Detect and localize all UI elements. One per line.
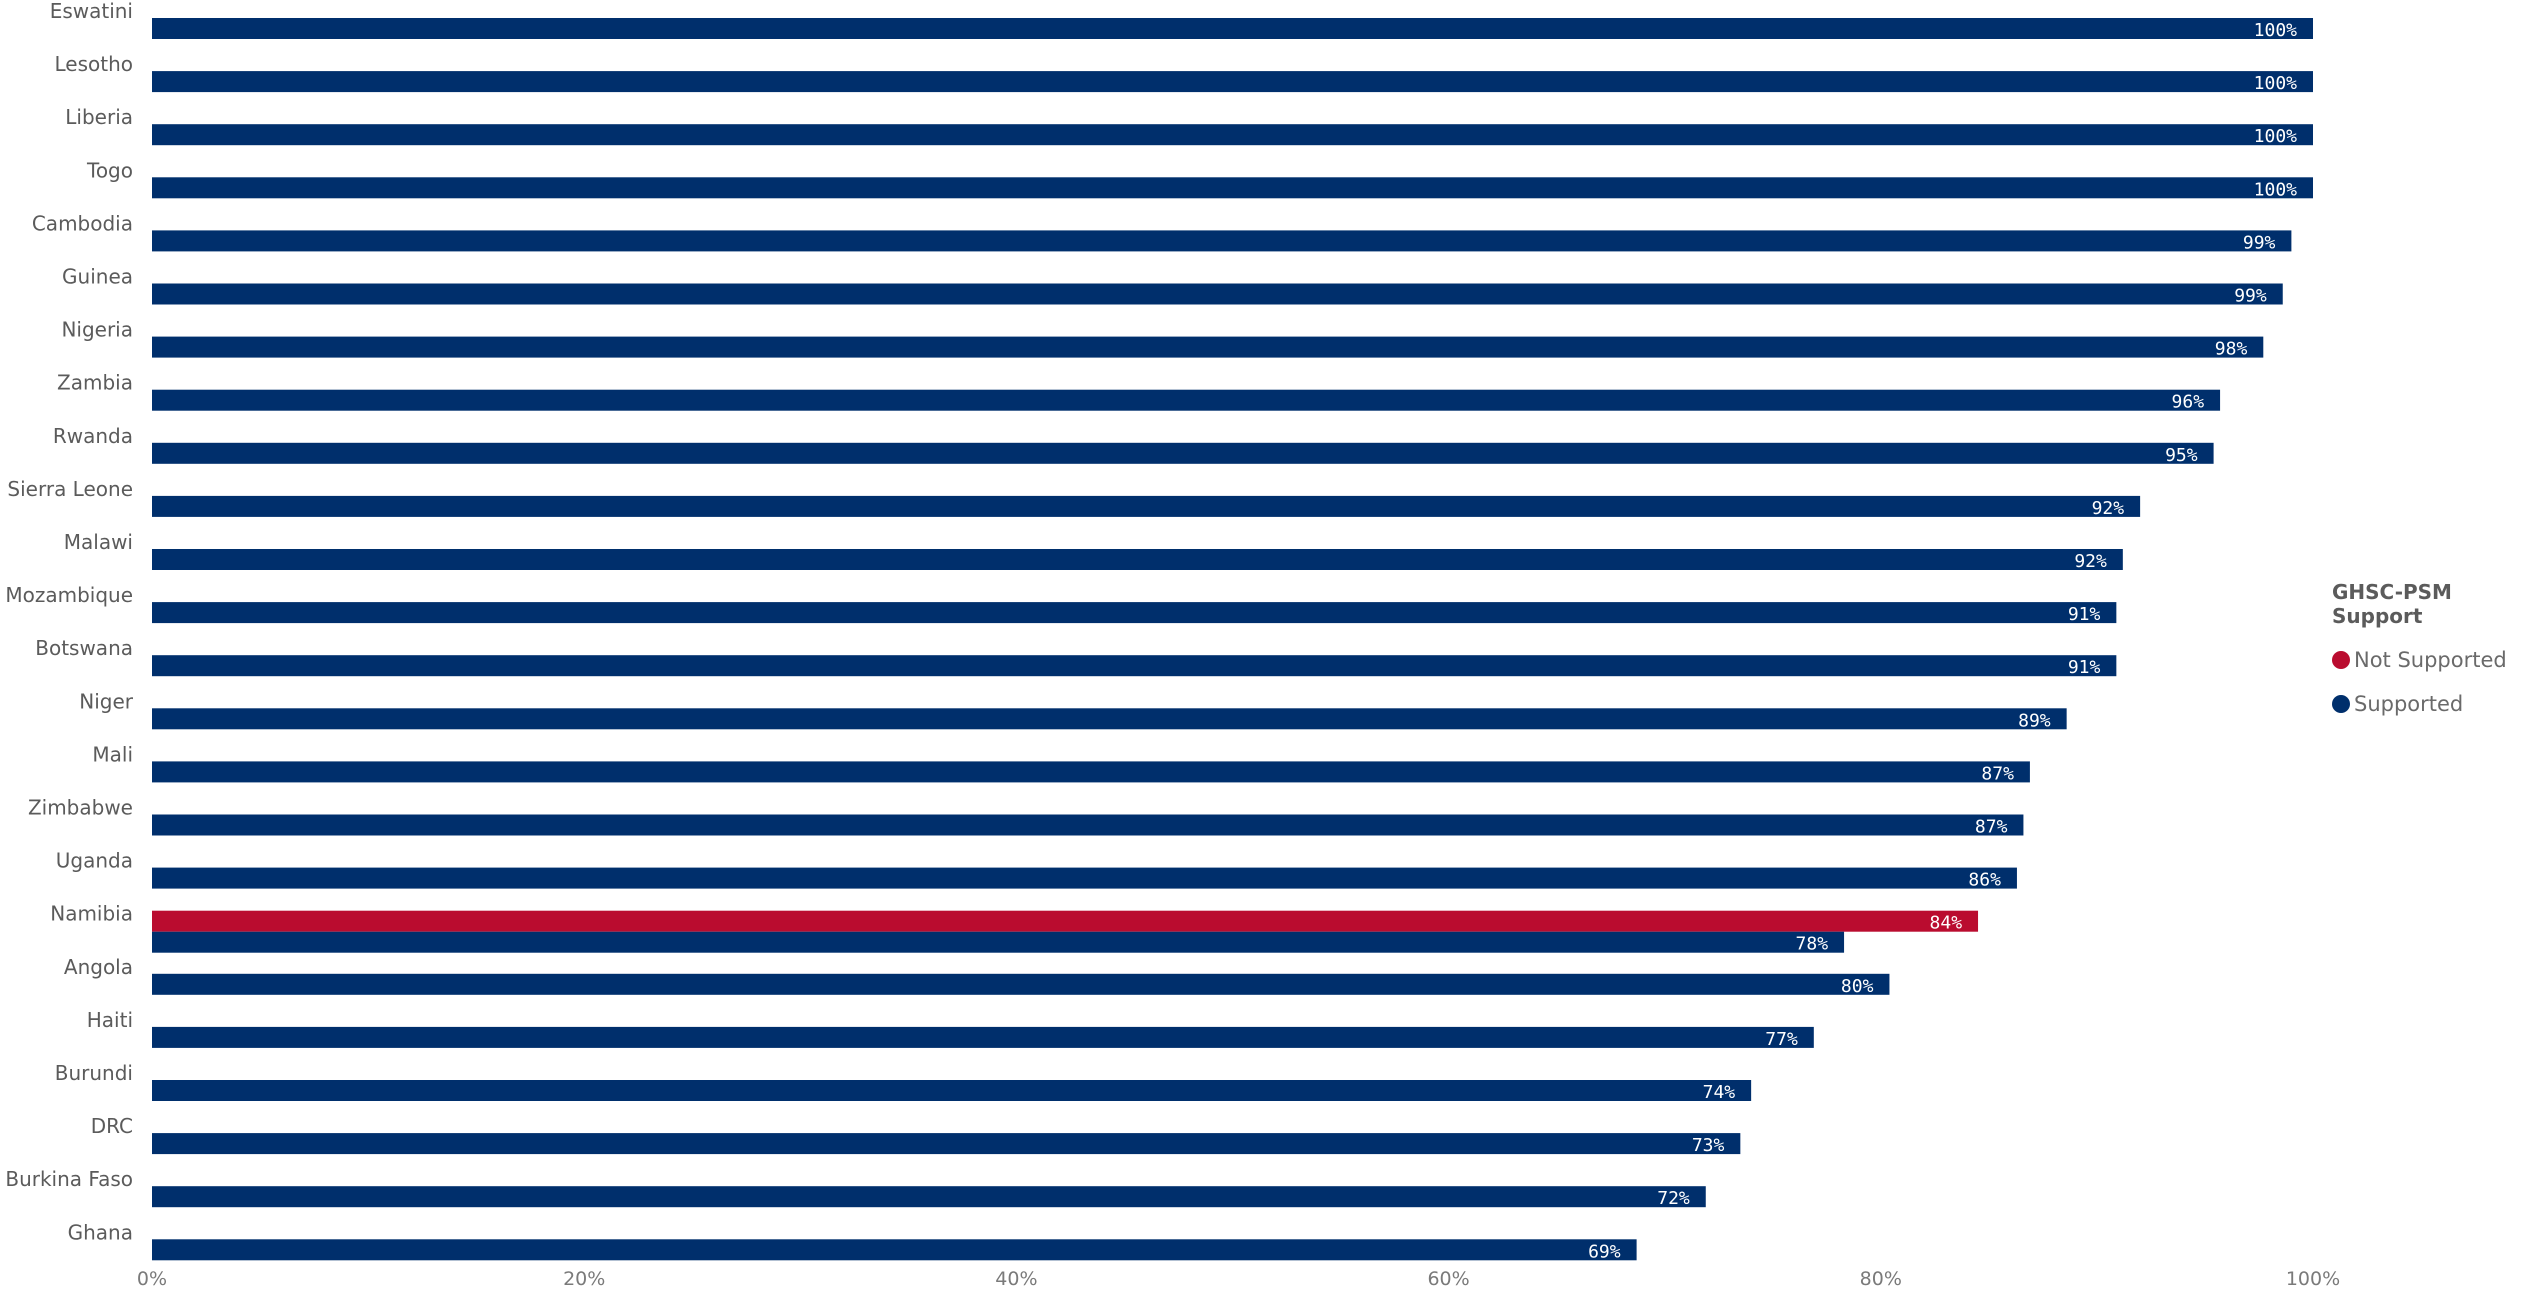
x-tick-label-0pct: 0% bbox=[137, 1268, 167, 1290]
category-label-togo: Togo bbox=[86, 158, 133, 182]
bar-cambodia-supported[interactable] bbox=[152, 230, 2292, 252]
data-label-nigeria-supported: 98% bbox=[2215, 339, 2248, 360]
data-label-drc-supported: 73% bbox=[1692, 1135, 1725, 1156]
category-label-mali: Mali bbox=[92, 742, 133, 766]
bar-nigeria-supported[interactable] bbox=[152, 336, 2264, 358]
data-label-liberia-supported: 100% bbox=[2254, 126, 2298, 147]
legend-dot-not-supported bbox=[2332, 651, 2350, 669]
bar-sierra-leone-supported[interactable] bbox=[152, 495, 2141, 517]
data-label-burundi-supported: 74% bbox=[1703, 1082, 1736, 1103]
category-labels: Eswatini Lesotho Liberia Togo Cambodia Guinea… bbox=[5, 0, 133, 1244]
category-label-eswatini: Eswatini bbox=[50, 0, 133, 23]
x-tick-label-40pct: 40% bbox=[995, 1268, 1037, 1290]
data-labels: 100% 100% 100% 100% 99% 99% 98% 96% 95% 92% 92% 91%… bbox=[1588, 20, 2297, 1262]
data-label-namibia-not-supported: 84% bbox=[1930, 913, 1963, 934]
data-label-ghana-supported: 69% bbox=[1588, 1241, 1621, 1262]
bar-uganda-supported[interactable] bbox=[152, 867, 2017, 889]
bar-namibia-supported[interactable] bbox=[152, 931, 1845, 953]
category-label-angola: Angola bbox=[64, 955, 133, 979]
bar-mali-supported[interactable] bbox=[152, 761, 2030, 783]
category-label-sierra-leone: Sierra Leone bbox=[7, 477, 133, 501]
data-label-malawi-supported: 92% bbox=[2074, 551, 2107, 572]
data-label-burkina-faso-supported: 72% bbox=[1657, 1188, 1690, 1209]
category-label-guinea: Guinea bbox=[62, 265, 133, 289]
legend: GHSC-PSM Support Not Supported Supported bbox=[2332, 580, 2535, 726]
data-label-sierra-leone-supported: 92% bbox=[2092, 498, 2125, 519]
data-label-rwanda-supported: 95% bbox=[2165, 445, 2198, 466]
category-label-ghana: Ghana bbox=[68, 1220, 133, 1244]
data-label-eswatini-supported: 100% bbox=[2254, 20, 2298, 41]
data-label-cambodia-supported: 99% bbox=[2243, 232, 2276, 253]
category-label-nigeria: Nigeria bbox=[61, 318, 133, 342]
bar-haiti-supported[interactable] bbox=[152, 1026, 1814, 1048]
data-label-namibia-supported: 78% bbox=[1796, 934, 1829, 955]
x-axis-tick-labels: 0% 20% 40% 60% 80% 100% bbox=[137, 1268, 2340, 1290]
bars-group bbox=[152, 18, 2313, 1261]
data-label-zambia-supported: 96% bbox=[2172, 392, 2205, 413]
bar-mozambique-supported[interactable] bbox=[152, 602, 2117, 624]
category-label-namibia: Namibia bbox=[50, 902, 133, 926]
bar-ghana-supported[interactable] bbox=[152, 1239, 1637, 1261]
bar-eswatini-supported[interactable] bbox=[152, 18, 2313, 39]
category-label-burundi: Burundi bbox=[55, 1061, 133, 1085]
data-label-guinea-supported: 99% bbox=[2234, 286, 2267, 307]
bar-botswana-supported[interactable] bbox=[152, 655, 2117, 677]
category-label-botswana: Botswana bbox=[35, 636, 133, 660]
bar-liberia-supported[interactable] bbox=[152, 124, 2313, 146]
bar-burundi-supported[interactable] bbox=[152, 1080, 1752, 1101]
legend-label-supported: Supported bbox=[2354, 692, 2464, 716]
legend-dot-supported bbox=[2332, 695, 2350, 713]
x-tick-label-100pct: 100% bbox=[2286, 1268, 2340, 1290]
data-label-zimbabwe-supported: 87% bbox=[1975, 817, 2008, 838]
category-label-rwanda: Rwanda bbox=[53, 424, 133, 448]
bar-guinea-supported[interactable] bbox=[152, 283, 2283, 305]
data-label-niger-supported: 89% bbox=[2018, 710, 2051, 731]
bar-lesotho-supported[interactable] bbox=[152, 71, 2313, 93]
category-label-burkina-faso: Burkina Faso bbox=[5, 1167, 133, 1191]
category-label-lesotho: Lesotho bbox=[54, 52, 133, 76]
legend-item-not-supported[interactable]: Not Supported bbox=[2332, 638, 2535, 682]
category-label-uganda: Uganda bbox=[56, 849, 133, 873]
bar-angola-supported[interactable] bbox=[152, 973, 1890, 995]
bar-niger-supported[interactable] bbox=[152, 708, 2067, 730]
legend-item-supported[interactable]: Supported bbox=[2332, 682, 2535, 726]
bar-drc-supported[interactable] bbox=[152, 1133, 1741, 1155]
bar-namibia-not-supported[interactable] bbox=[152, 910, 1979, 932]
data-label-mozambique-supported: 91% bbox=[2068, 604, 2101, 625]
data-label-mali-supported: 87% bbox=[1981, 763, 2014, 784]
bar-zimbabwe-supported[interactable] bbox=[152, 814, 2024, 836]
data-label-lesotho-supported: 100% bbox=[2254, 73, 2298, 94]
category-label-liberia: Liberia bbox=[65, 105, 133, 129]
category-label-niger: Niger bbox=[79, 689, 134, 713]
category-label-drc: DRC bbox=[91, 1114, 133, 1138]
data-label-togo-supported: 100% bbox=[2254, 179, 2298, 200]
legend-title: GHSC-PSM Support bbox=[2332, 580, 2452, 628]
data-label-uganda-supported: 86% bbox=[1968, 870, 2001, 891]
bar-togo-supported[interactable] bbox=[152, 177, 2313, 199]
data-label-angola-supported: 80% bbox=[1841, 976, 1874, 997]
bar-malawi-supported[interactable] bbox=[152, 549, 2123, 570]
data-label-botswana-supported: 91% bbox=[2068, 657, 2101, 678]
category-label-malawi: Malawi bbox=[64, 530, 133, 554]
category-label-zimbabwe: Zimbabwe bbox=[28, 796, 133, 820]
x-tick-label-80pct: 80% bbox=[1860, 1268, 1902, 1290]
category-label-cambodia: Cambodia bbox=[32, 211, 133, 235]
x-tick-label-60pct: 60% bbox=[1427, 1268, 1469, 1290]
category-label-zambia: Zambia bbox=[57, 371, 133, 395]
x-tick-label-20pct: 20% bbox=[563, 1268, 605, 1290]
bar-zambia-supported[interactable] bbox=[152, 389, 2221, 411]
legend-label-not-supported: Not Supported bbox=[2354, 648, 2507, 672]
category-label-haiti: Haiti bbox=[87, 1008, 133, 1032]
bar-rwanda-supported[interactable] bbox=[152, 442, 2214, 464]
bar-burkina-faso-supported[interactable] bbox=[152, 1186, 1706, 1208]
data-label-haiti-supported: 77% bbox=[1765, 1029, 1798, 1050]
category-label-mozambique: Mozambique bbox=[5, 583, 133, 607]
